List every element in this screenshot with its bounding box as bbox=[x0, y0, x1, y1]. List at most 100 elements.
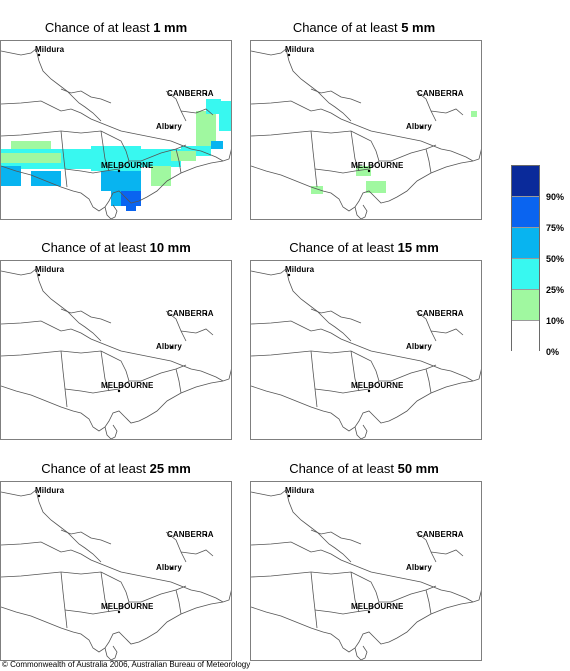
city-label-mildura: Mildura bbox=[285, 265, 315, 274]
mildura-marker bbox=[287, 494, 291, 498]
title-prefix: Chance of at least bbox=[289, 240, 398, 255]
boundary-line bbox=[165, 90, 187, 122]
boundary-line bbox=[60, 529, 112, 545]
title-amount: 5 mm bbox=[401, 20, 436, 35]
probability-cell bbox=[311, 186, 323, 194]
boundary-line bbox=[251, 601, 474, 653]
boundary-line bbox=[175, 148, 182, 174]
boundary-line bbox=[354, 204, 368, 219]
boundary-line bbox=[379, 364, 437, 382]
boundary-line bbox=[314, 160, 380, 174]
map-50mm: Mildura CANBERRA Albury MELBOURNE bbox=[250, 481, 482, 661]
boundary-line bbox=[129, 585, 187, 603]
boundary-line bbox=[415, 90, 437, 122]
mildura-marker bbox=[37, 53, 41, 57]
boundary-line bbox=[251, 320, 474, 382]
boundary-line bbox=[64, 380, 130, 394]
boundary-line bbox=[1, 268, 37, 276]
city-label-melbourne: MELBOURNE bbox=[351, 161, 404, 170]
city-label-canberra: CANBERRA bbox=[417, 89, 464, 98]
panel-title-10mm: Chance of at least 10 mm bbox=[0, 240, 232, 255]
boundary-line bbox=[35, 268, 102, 342]
map-15mm: Mildura CANBERRA Albury MELBOURNE bbox=[250, 260, 482, 440]
boundary-line bbox=[251, 130, 312, 137]
boundary-line bbox=[1, 489, 37, 497]
boundary-line bbox=[285, 489, 352, 563]
panel-title-15mm: Chance of at least 15 mm bbox=[248, 240, 480, 255]
boundary-line bbox=[379, 585, 437, 603]
boundary-line bbox=[60, 571, 68, 629]
probability-cell bbox=[31, 171, 61, 186]
legend-label-50: 50% bbox=[546, 254, 565, 264]
map-5mm: Mildura CANBERRA Albury MELBOURNE bbox=[250, 40, 482, 220]
boundary-line bbox=[310, 308, 362, 324]
boundary-line bbox=[251, 350, 312, 357]
boundary-line bbox=[165, 310, 187, 342]
albury-marker bbox=[170, 566, 174, 570]
title-amount: 25 mm bbox=[149, 461, 191, 476]
boundary-line bbox=[251, 48, 287, 56]
title-amount: 10 mm bbox=[149, 240, 191, 255]
boundary-line bbox=[251, 380, 474, 432]
boundary-line bbox=[310, 130, 318, 188]
boundary-line bbox=[104, 645, 118, 660]
city-label-mildura: Mildura bbox=[35, 486, 65, 495]
albury-marker bbox=[170, 125, 174, 129]
legend-band-50-75 bbox=[512, 228, 539, 259]
canberra-marker bbox=[454, 312, 458, 316]
legend-band-0-10 bbox=[512, 321, 539, 352]
boundary-line bbox=[1, 571, 62, 578]
probability-cell bbox=[356, 166, 371, 176]
legend-band-75-90 bbox=[512, 197, 539, 228]
title-amount: 1 mm bbox=[153, 20, 188, 35]
map-25mm: Mildura CANBERRA Albury MELBOURNE bbox=[0, 481, 232, 661]
boundary-line bbox=[60, 88, 112, 104]
legend-label-25: 25% bbox=[546, 285, 565, 295]
map-svg bbox=[1, 268, 231, 439]
boundary-line bbox=[310, 571, 318, 629]
boundary-line bbox=[430, 328, 464, 336]
boundary-line bbox=[314, 380, 380, 394]
city-label-mildura: Mildura bbox=[285, 486, 315, 495]
city-label-mildura: Mildura bbox=[285, 45, 315, 54]
boundary-line bbox=[430, 549, 464, 557]
canberra-marker bbox=[454, 533, 458, 537]
boundary-line bbox=[1, 160, 224, 212]
title-prefix: Chance of at least bbox=[292, 20, 402, 35]
map-svg bbox=[251, 48, 481, 219]
title-prefix: Chance of at least bbox=[41, 240, 150, 255]
boundary-line bbox=[1, 380, 224, 432]
boundary-line bbox=[251, 489, 287, 497]
canberra-marker bbox=[454, 92, 458, 96]
city-label-canberra: CANBERRA bbox=[417, 530, 464, 539]
canberra-marker bbox=[204, 312, 208, 316]
city-label-albury: Albury bbox=[156, 563, 182, 572]
boundary-line bbox=[251, 268, 287, 276]
mildura-marker bbox=[37, 273, 41, 277]
boundary-line bbox=[165, 531, 187, 563]
albury-marker bbox=[420, 125, 424, 129]
boundary-line bbox=[285, 268, 352, 342]
boundary-line bbox=[35, 48, 102, 122]
boundary-line bbox=[310, 350, 380, 382]
boundary-line bbox=[1, 601, 224, 653]
canberra-marker bbox=[204, 92, 208, 96]
legend-band-10-25 bbox=[512, 290, 539, 321]
boundary-line bbox=[35, 489, 102, 563]
boundary-line bbox=[1, 350, 62, 357]
canberra-marker bbox=[204, 533, 208, 537]
melbourne-marker bbox=[117, 610, 121, 614]
boundary-line bbox=[310, 130, 380, 162]
title-prefix: Chance of at least bbox=[289, 461, 398, 476]
melbourne-marker bbox=[367, 610, 371, 614]
coastline bbox=[472, 148, 481, 162]
boundary-line bbox=[415, 310, 437, 342]
probability-cell bbox=[196, 111, 216, 146]
boundary-line bbox=[251, 571, 312, 578]
boundary-line bbox=[175, 368, 182, 394]
boundary-line bbox=[251, 160, 474, 212]
probability-cell bbox=[11, 141, 51, 149]
melbourne-marker bbox=[117, 389, 121, 393]
boundary-line bbox=[104, 204, 118, 219]
boundary-line bbox=[430, 108, 464, 116]
